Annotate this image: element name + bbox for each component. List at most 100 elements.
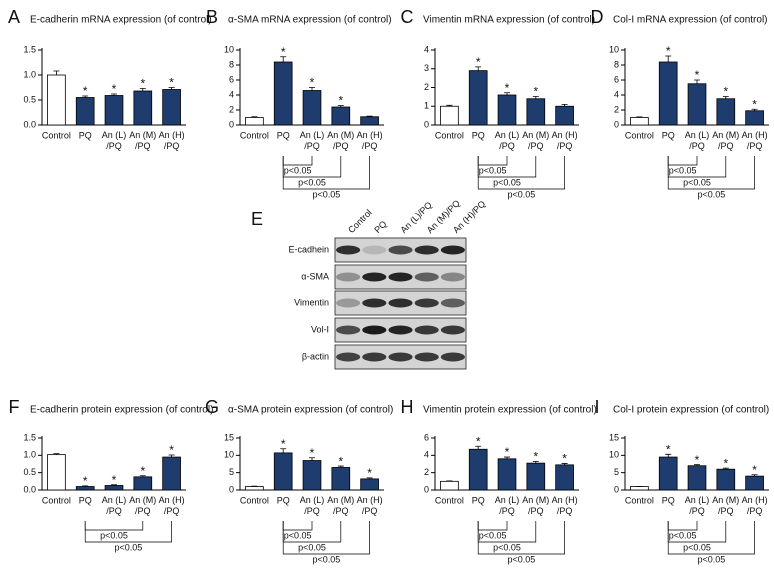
- significance-marker: *: [367, 466, 372, 480]
- blot-band: [336, 272, 361, 282]
- comparison-label: p<0.05: [313, 189, 341, 199]
- y-tick-label: 4: [424, 44, 429, 54]
- error-bar: [694, 79, 700, 84]
- chart-title: Vimentin mRNA expression (of control): [423, 15, 595, 26]
- x-tick-label: An (L)/PQ: [300, 130, 325, 151]
- x-tick-label: Control: [435, 130, 464, 140]
- blot-band: [388, 325, 413, 335]
- y-tick-label: 0: [424, 119, 429, 129]
- y-tick-label: 3: [424, 63, 429, 73]
- comparison-bracket: [282, 156, 313, 166]
- y-tick-label: 15: [609, 432, 619, 442]
- bar: [526, 98, 546, 126]
- bar: [630, 486, 649, 491]
- significance-marker: *: [666, 44, 671, 58]
- bar: [360, 478, 379, 491]
- bar: [745, 110, 764, 126]
- x-tick-label: An (L)/PQ: [685, 495, 710, 516]
- error-bar: [280, 56, 287, 62]
- blot-row-label: α-SMA: [301, 271, 329, 281]
- significance-marker: *: [723, 85, 728, 99]
- x-tick-label: An (L)/PQ: [102, 495, 127, 516]
- comparison-label: p<0.05: [100, 530, 128, 540]
- y-tick-label: 4: [229, 89, 234, 99]
- significance-marker: *: [112, 473, 117, 487]
- error-bar: [53, 453, 60, 455]
- blot-band: [440, 352, 465, 362]
- y-tick-label: 5: [614, 467, 619, 477]
- bar: [331, 467, 351, 491]
- significance-marker: *: [83, 84, 88, 98]
- error-bar: [251, 116, 258, 118]
- blot-band: [414, 352, 439, 362]
- bar: [440, 480, 459, 491]
- bar: [302, 460, 322, 491]
- bar: [162, 456, 181, 491]
- comparison-bracket: [477, 156, 508, 166]
- error-bar: [475, 66, 482, 71]
- significance-marker: *: [476, 434, 481, 448]
- blot-band: [414, 245, 439, 255]
- y-tick-label: 1.5: [23, 44, 36, 54]
- blot-band: [336, 352, 361, 362]
- blot-band: [388, 245, 413, 255]
- blot-row-label: Vol-I: [311, 324, 329, 334]
- significance-marker: *: [169, 443, 174, 457]
- comparison-bracket: [84, 521, 172, 543]
- comparison-label: p<0.05: [284, 165, 312, 175]
- comparison-label: p<0.05: [493, 542, 521, 552]
- x-tick-label: An (L)/PQ: [495, 495, 520, 516]
- comparison-label: p<0.05: [683, 542, 711, 552]
- error-bar: [139, 475, 146, 477]
- error-bar: [561, 463, 568, 465]
- significance-marker: *: [695, 68, 700, 82]
- x-tick-label: An (M)/PQ: [712, 130, 739, 151]
- error-bar: [665, 453, 672, 458]
- significance-marker: *: [695, 453, 700, 467]
- x-tick-label: An (H)/PQ: [357, 130, 383, 151]
- x-tick-label: PQ: [472, 495, 485, 505]
- bar: [245, 117, 264, 126]
- panel-letter: I: [594, 397, 599, 417]
- comparison-bracket: [667, 156, 755, 190]
- error-bar: [280, 448, 287, 453]
- bar: [133, 476, 153, 491]
- y-tick-label: 5: [229, 467, 234, 477]
- bar: [745, 475, 764, 491]
- y-tick-label: 0.0: [23, 119, 36, 129]
- significance-marker: *: [723, 456, 728, 470]
- x-tick-label: PQ: [662, 495, 675, 505]
- error-bar: [694, 464, 700, 466]
- y-tick-label: 8: [229, 59, 234, 69]
- bar: [104, 95, 124, 126]
- blot-row-label: Vimentin: [294, 297, 329, 307]
- y-tick-label: 15: [224, 432, 234, 442]
- x-tick-label: Control: [42, 130, 71, 140]
- comparison-label: p<0.05: [508, 189, 536, 199]
- y-tick-label: 6: [229, 74, 234, 84]
- error-bar: [139, 88, 146, 91]
- comparison-label: p<0.05: [298, 542, 326, 552]
- blot-band: [336, 245, 361, 255]
- significance-marker: *: [476, 55, 481, 69]
- panel-letter: C: [401, 7, 414, 27]
- chart-title: α-SMA mRNA expression (of control): [228, 15, 392, 26]
- bar: [133, 90, 153, 126]
- comparison-label: p<0.05: [683, 177, 711, 187]
- error-bar: [111, 93, 117, 96]
- bar: [468, 70, 488, 126]
- bar: [687, 83, 707, 126]
- bar: [331, 106, 351, 126]
- blot-band: [336, 298, 361, 308]
- bar: [273, 61, 293, 126]
- error-bar: [337, 105, 344, 107]
- error-bar: [532, 96, 539, 99]
- error-bar: [504, 456, 510, 459]
- comparison-bracket: [282, 521, 313, 531]
- blot-band: [336, 325, 361, 335]
- comparison-label: p<0.05: [493, 177, 521, 187]
- comparison-bracket: [667, 521, 698, 531]
- y-tick-label: 2: [424, 82, 429, 92]
- y-tick-label: 2: [229, 104, 234, 114]
